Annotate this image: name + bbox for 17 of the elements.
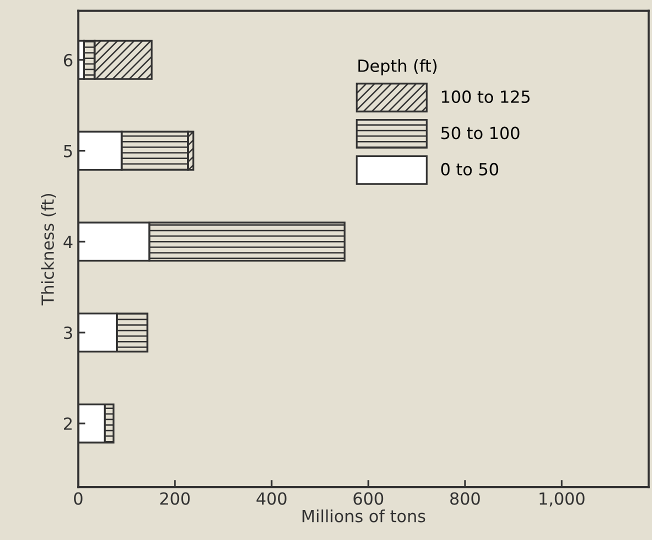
legend-label: 100 to 125	[442, 90, 530, 104]
y-tick-label: 5	[64, 144, 72, 158]
legend-label: 50 to 100	[441, 126, 520, 140]
x-tick-label: 0	[74, 492, 82, 505]
y-tick-label: 3	[64, 326, 72, 340]
x-axis-title: Millions of tons	[302, 509, 426, 522]
y-tick-label: 6	[64, 54, 72, 66]
x-tick-label: 600	[354, 492, 384, 505]
y-axis-title: Thickness (ft)	[41, 194, 56, 306]
legend-title: Depth (ft)	[358, 59, 437, 76]
y-tick-label: 2	[64, 417, 72, 430]
y-tick-label: 4	[64, 236, 72, 248]
legend-label: 0 to 50	[441, 162, 498, 176]
x-tick-label: 400	[256, 492, 286, 505]
x-tick-label: 1,000	[540, 492, 584, 507]
x-tick-label: 200	[160, 492, 190, 505]
x-tick-label: 800	[450, 492, 480, 505]
